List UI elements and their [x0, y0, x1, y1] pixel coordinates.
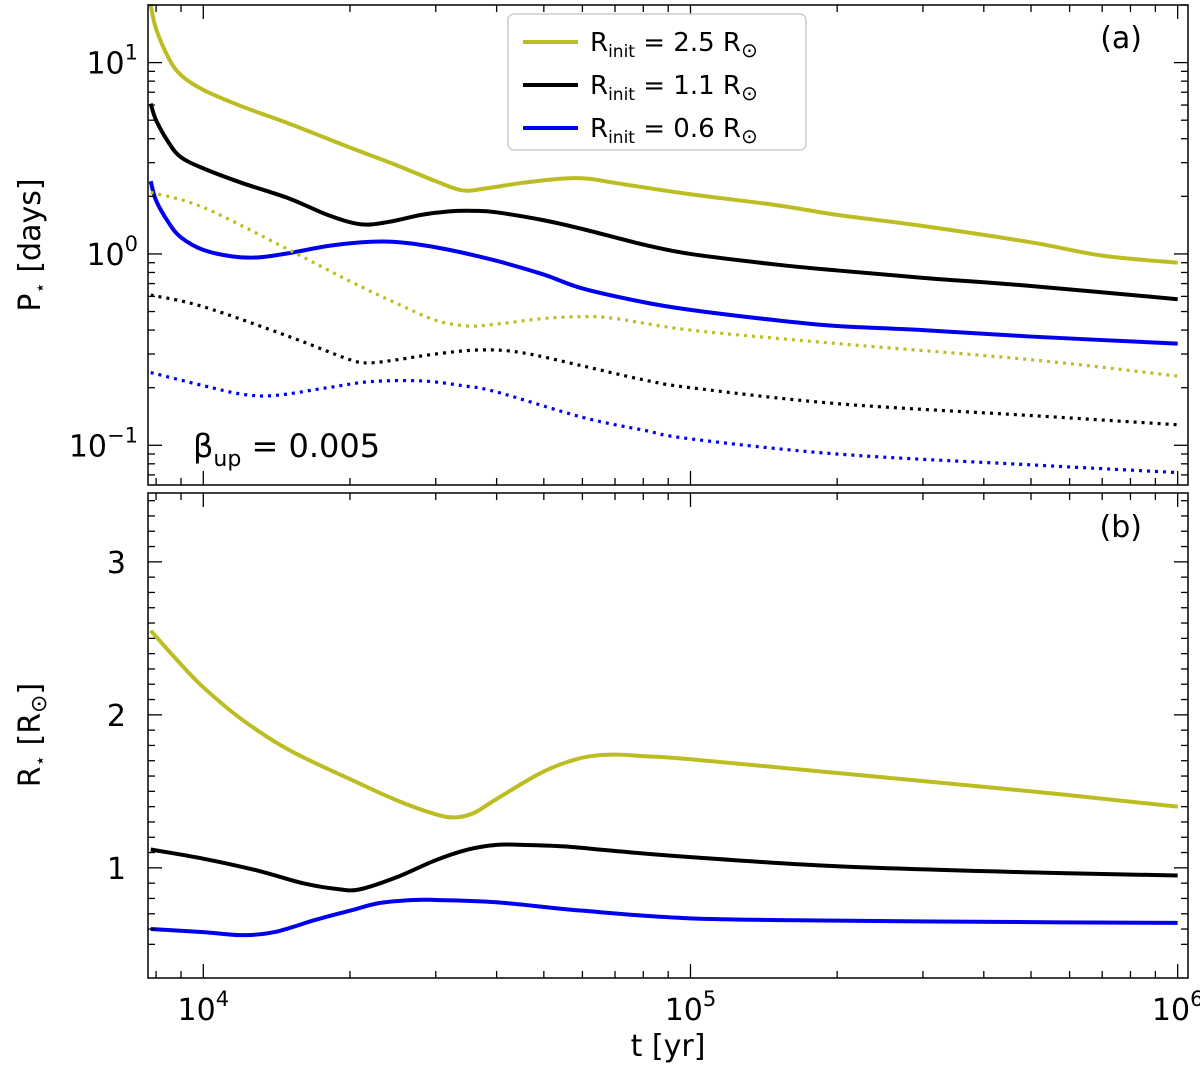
y-tick-label-b: 1 [107, 852, 126, 887]
series-line-a-1 [148, 103, 1178, 302]
series-line-a-0 [148, 5, 1178, 265]
legend-box [507, 13, 807, 151]
panel-b-label: (b) [1100, 510, 1142, 545]
series-line-a-3 [150, 190, 1178, 378]
x-tick-label: 106 [1152, 987, 1200, 1028]
y-tick-label-a: 10−1 [69, 423, 138, 464]
panel-b-ticks: 104 105 106 1 2 3 [107, 493, 1200, 1028]
beta-annotation: βup = 0.005 [193, 427, 380, 472]
x-axis-label: t [yr] [631, 1029, 706, 1064]
series-line-a-5 [150, 370, 1178, 475]
series-line-a-2 [148, 180, 1178, 346]
y-tick-label-a: 100 [86, 232, 138, 273]
x-tick-label: 105 [665, 987, 717, 1028]
series-line-b-0 [149, 629, 1178, 820]
panel-a-ticks: 10−1 100 101 [69, 4, 1188, 485]
legend-label-2-5: Rinit = 2.5 R⊙ [590, 28, 758, 62]
panel-b-frame [147, 492, 1189, 979]
y-tick-label-b: 2 [107, 699, 126, 734]
y-tick-label-b: 3 [107, 546, 126, 581]
panel-a: 10−1 100 101 (a) P⋆ [days] βup = 0.005 Rin… [13, 4, 1189, 486]
legend-label-1-1: Rinit = 1.1 R⊙ [590, 71, 758, 105]
panel-b-ylabel: R⋆ [R⊙] [13, 683, 52, 787]
legend-label-0-6: Rinit = 0.6 R⊙ [590, 114, 758, 148]
panel-a-label: (a) [1100, 21, 1142, 56]
legend-entry-2-5: Rinit = 2.5 R⊙ [523, 28, 758, 62]
panel-a-ylabel: P⋆ [days] [13, 178, 51, 311]
series-line-a-4 [150, 293, 1178, 427]
panel-a-series [148, 5, 1178, 475]
series-line-b-2 [150, 897, 1178, 938]
panel-b-series [149, 629, 1178, 938]
legend-entry-1-1: Rinit = 1.1 R⊙ [523, 71, 758, 105]
legend: Rinit = 2.5 R⊙ Rinit = 1.1 R⊙ Rinit = 0.… [507, 13, 807, 151]
series-line-b-1 [150, 842, 1178, 893]
y-tick-label-a: 101 [86, 41, 138, 82]
panel-b: 104 105 106 1 2 3 (b) R⋆ [R⊙] t [yr] [13, 492, 1200, 1064]
legend-entry-0-6: Rinit = 0.6 R⊙ [523, 114, 758, 148]
x-tick-label: 104 [178, 987, 230, 1028]
